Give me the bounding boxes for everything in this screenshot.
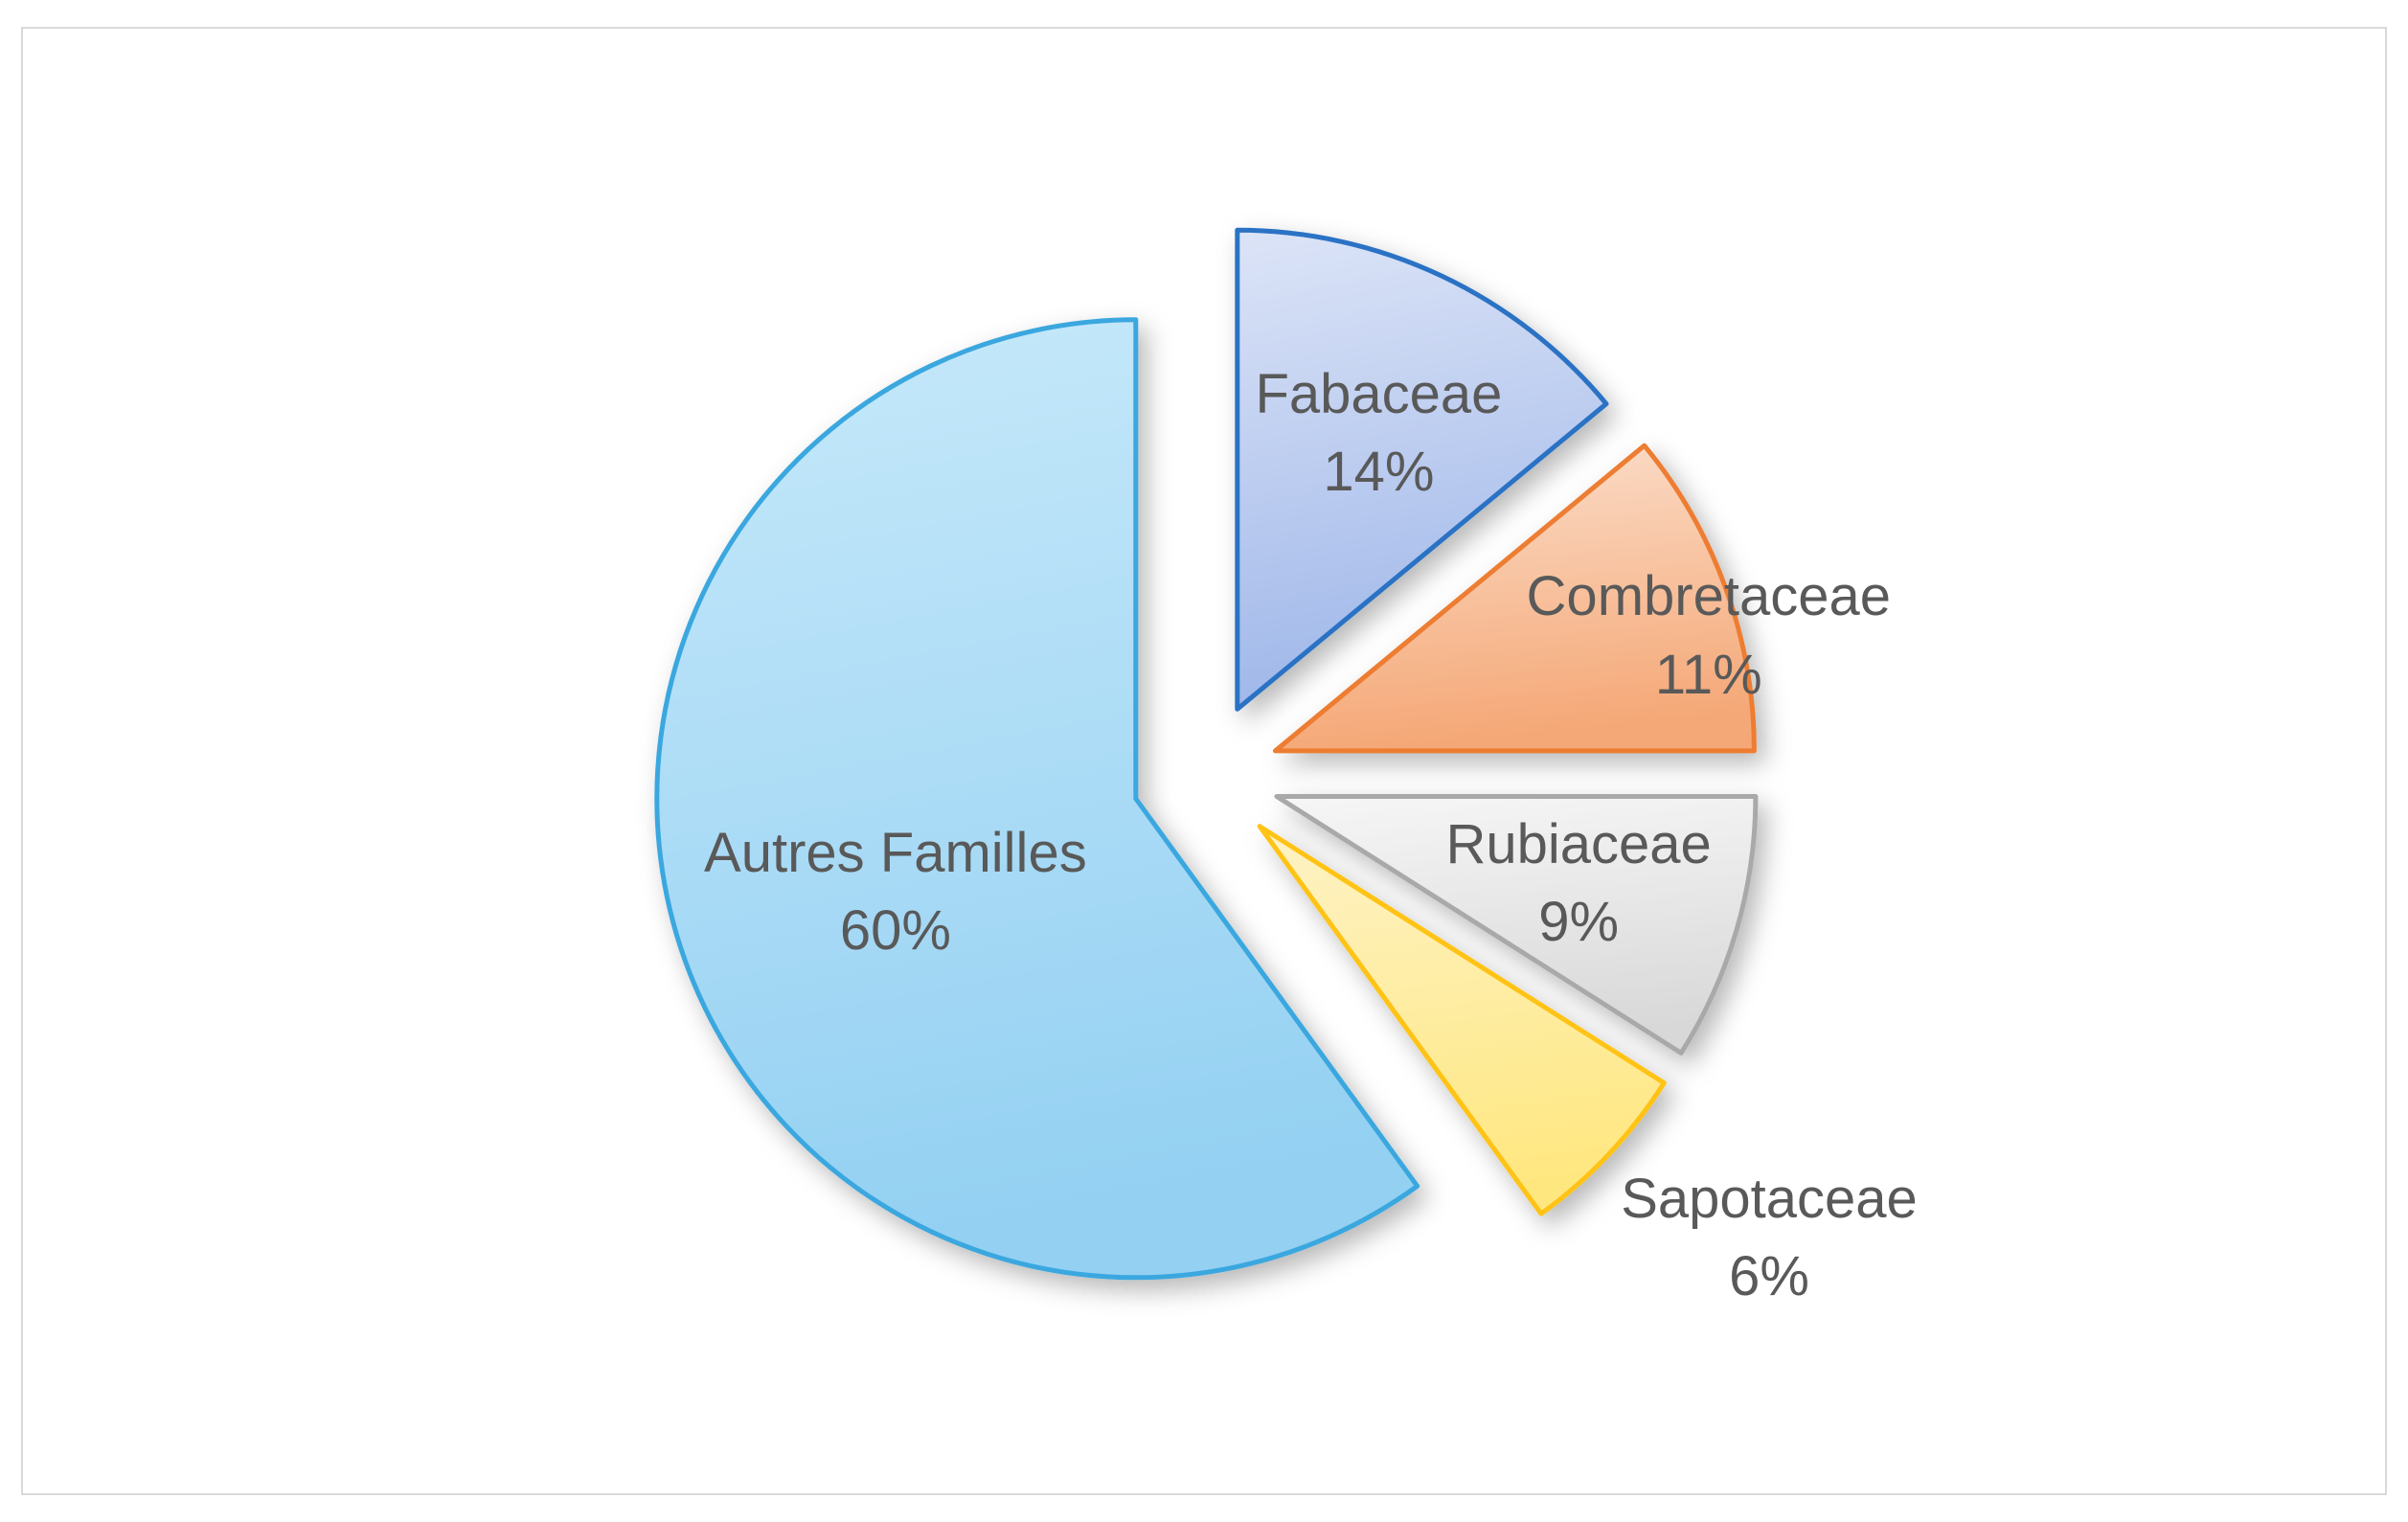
pie-slice-rubiaceae: [1274, 794, 1759, 1056]
pie-slices-group: [654, 227, 1759, 1281]
pie-slice-autres-familles: [654, 317, 1420, 1281]
pie-slice-combretaceae: [1272, 443, 1757, 754]
pie-slice-sapotaceae: [1257, 824, 1667, 1216]
pie-slice-fabaceae: [1235, 227, 1609, 712]
